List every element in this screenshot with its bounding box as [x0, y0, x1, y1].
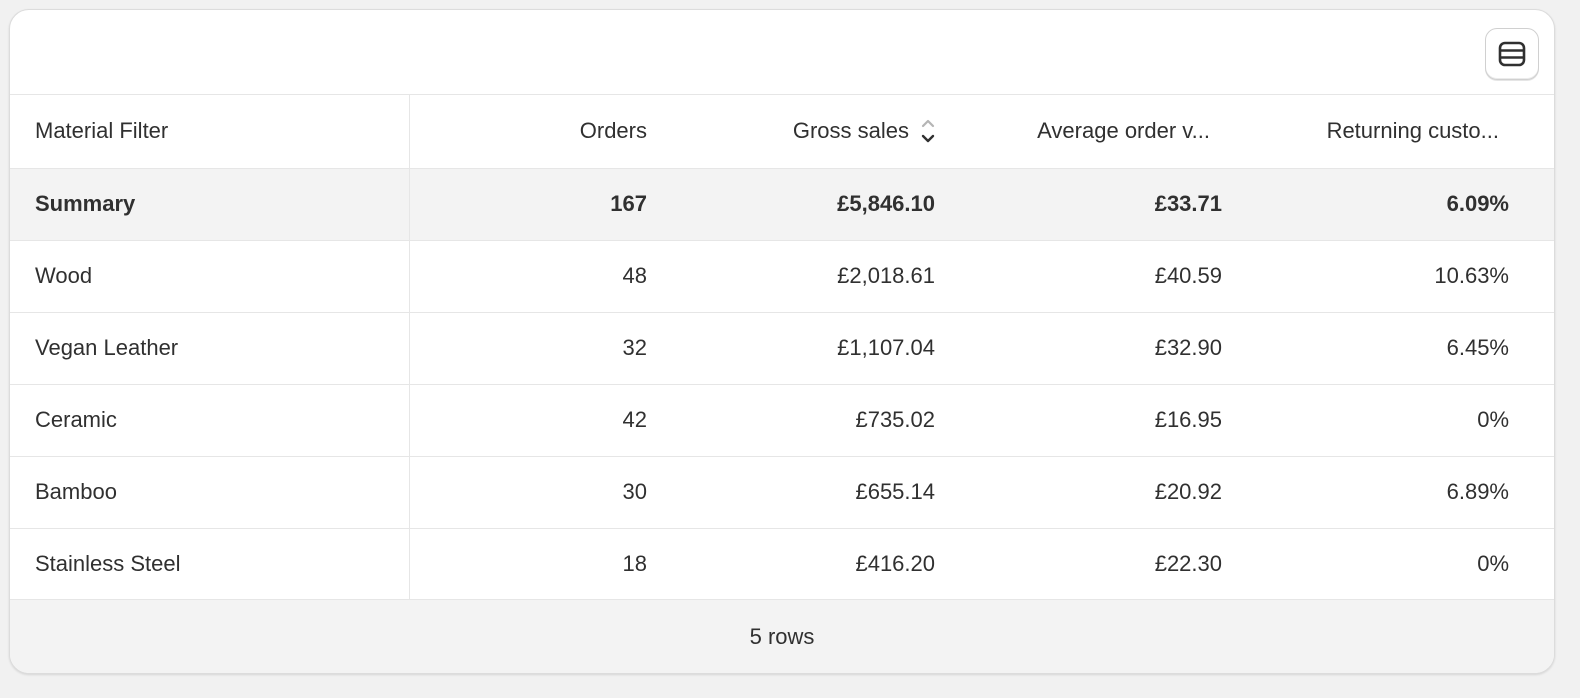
- row-material: Bamboo: [10, 456, 410, 529]
- row-spacer: [1511, 456, 1554, 529]
- row-returning-customers: 10.63%: [1224, 240, 1511, 313]
- row-gross-sales: £2,018.61: [649, 240, 937, 313]
- table-row: Vegan Leather 32 £1,107.04 £32.90 6.45%: [10, 312, 1554, 385]
- column-header-gross-sales-label: Gross sales: [792, 118, 909, 144]
- row-gross-sales: £1,107.04: [649, 312, 937, 385]
- sales-by-material-table: Material Filter Orders Gross sales Avera…: [10, 95, 1554, 601]
- summary-returning-customers: 6.09%: [1224, 168, 1511, 241]
- table-row: Ceramic 42 £735.02 £16.95 0%: [10, 384, 1554, 457]
- row-average-order-value: £32.90: [937, 312, 1224, 385]
- row-returning-customers: 0%: [1224, 384, 1511, 457]
- summary-average-order-value: £33.71: [937, 168, 1224, 241]
- table-view-icon: [1498, 41, 1526, 67]
- summary-orders: 167: [409, 168, 649, 241]
- row-average-order-value: £22.30: [937, 528, 1224, 601]
- row-gross-sales: £735.02: [649, 384, 937, 457]
- summary-gross-sales: £5,846.10: [649, 168, 937, 241]
- row-average-order-value: £40.59: [937, 240, 1224, 313]
- table-row: Stainless Steel 18 £416.20 £22.30 0%: [10, 528, 1554, 601]
- table-row: Wood 48 £2,018.61 £40.59 10.63%: [10, 240, 1554, 313]
- table-row: Bamboo 30 £655.14 £20.92 6.89%: [10, 456, 1554, 529]
- row-returning-customers: 6.89%: [1224, 456, 1511, 529]
- summary-row: Summary 167 £5,846.10 £33.71 6.09%: [10, 168, 1554, 241]
- row-material: Ceramic: [10, 384, 410, 457]
- row-orders: 32: [409, 312, 649, 385]
- row-orders: 30: [409, 456, 649, 529]
- table-footer: 5 rows: [10, 599, 1554, 673]
- column-header-gross-sales[interactable]: Gross sales: [649, 95, 937, 169]
- row-orders: 18: [409, 528, 649, 601]
- summary-label: Summary: [10, 168, 410, 241]
- view-toggle-button[interactable]: [1485, 28, 1539, 80]
- row-gross-sales: £655.14: [649, 456, 937, 529]
- header-spacer: [1511, 95, 1554, 169]
- column-header-orders[interactable]: Orders: [409, 95, 649, 169]
- row-spacer: [1511, 528, 1554, 601]
- row-material: Stainless Steel: [10, 528, 410, 601]
- report-table-card: Material Filter Orders Gross sales Avera…: [9, 9, 1555, 674]
- row-orders: 48: [409, 240, 649, 313]
- row-orders: 42: [409, 384, 649, 457]
- column-header-material-filter[interactable]: Material Filter: [10, 95, 410, 169]
- row-material: Vegan Leather: [10, 312, 410, 385]
- row-gross-sales: £416.20: [649, 528, 937, 601]
- row-material: Wood: [10, 240, 410, 313]
- row-returning-customers: 0%: [1224, 528, 1511, 601]
- row-spacer: [1511, 312, 1554, 385]
- row-spacer: [1511, 240, 1554, 313]
- row-average-order-value: £20.92: [937, 456, 1224, 529]
- column-header-average-order-value[interactable]: Average order v...: [937, 95, 1224, 169]
- row-spacer: [1511, 384, 1554, 457]
- table-header-row: Material Filter Orders Gross sales Avera…: [10, 95, 1554, 169]
- row-average-order-value: £16.95: [937, 384, 1224, 457]
- table-toolbar: [10, 10, 1554, 95]
- column-header-returning-customers[interactable]: Returning custo...: [1224, 95, 1511, 169]
- row-returning-customers: 6.45%: [1224, 312, 1511, 385]
- row-count: 5 rows: [749, 623, 815, 649]
- row-spacer: [1511, 168, 1554, 241]
- sort-icon[interactable]: [919, 116, 937, 146]
